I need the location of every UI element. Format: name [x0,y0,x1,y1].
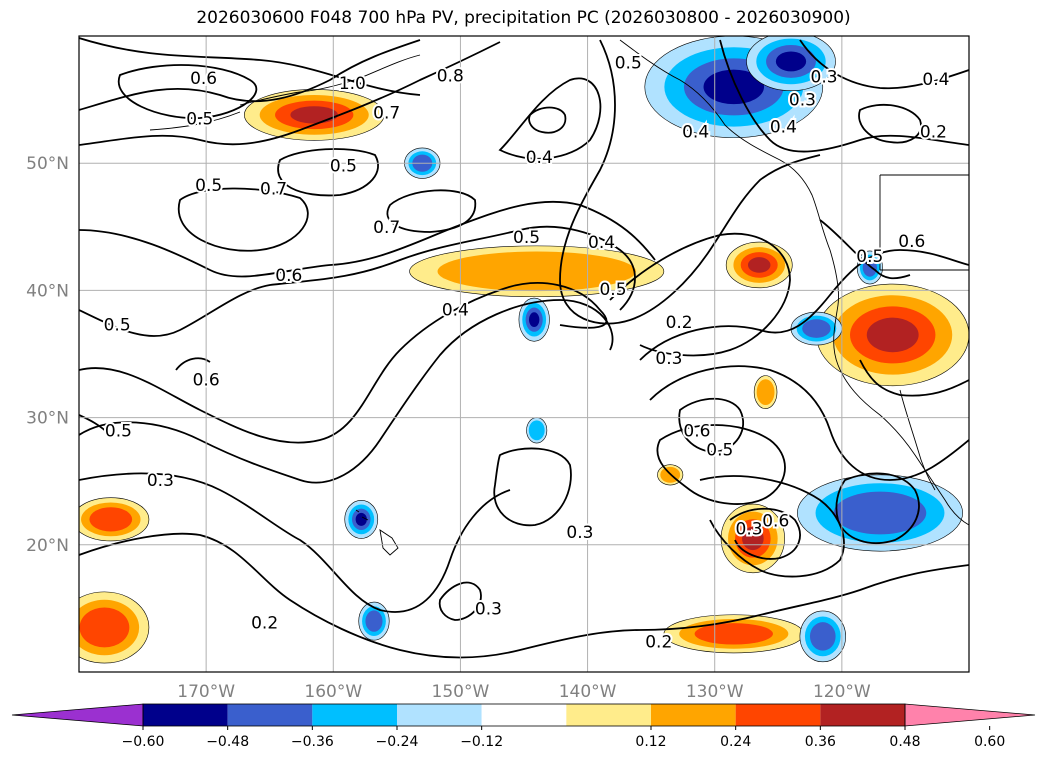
colorbar-segment [651,704,736,726]
contour-label: 0.6 [275,266,302,286]
colorbar-segment [820,704,905,726]
colorbar-extend-low [11,703,144,727]
colorbar-tick-label: 0.48 [889,734,920,750]
precip-negative-blob [802,319,831,338]
contour-label: 0.5 [599,280,626,300]
colorbar-tick-label: 0.36 [805,734,836,750]
colorbar-tick-label: −0.60 [122,734,165,750]
pv-contours [79,37,969,659]
longitude-tick-label: 120°W [813,682,871,702]
precip-negative-blob [528,420,545,441]
precipitation-shading [79,36,969,664]
contour-label: 0.5 [706,440,733,460]
contour-label: 0.5 [615,54,642,74]
colorbar-extend-high [904,703,1036,727]
contour-label: 0.5 [105,421,132,441]
latitude-tick-label: 50°N [26,154,69,174]
contour-label: 0.3 [655,349,682,369]
colorbar-tick-label: 0.12 [635,734,666,750]
latitude-tick-label: 40°N [26,281,69,301]
colorbar-segment [227,704,313,726]
colorbar: −0.60 −0.48 −0.36 −0.24 −0.12 0.12 0.24 0.36 0.4… [11,703,1036,750]
precip-positive-blob [437,251,636,292]
precip-positive-blob [747,257,771,273]
contour-label: 0.2 [666,313,693,333]
contour-label: 0.2 [920,122,947,142]
contour-label: 0.6 [190,69,217,89]
precip-negative-blob [809,622,836,651]
contour-label: 0.2 [251,613,278,633]
longitude-tick-label: 140°W [559,682,617,702]
contour-label: 0.5 [195,176,222,196]
precip-positive-blob [79,607,130,648]
colorbar-tick-label: 0.24 [720,734,751,750]
colorbar-segment [397,704,482,726]
contour-label: 0.6 [683,421,710,441]
contour-label: 0.4 [442,300,469,320]
gridlines [79,36,969,672]
colorbar-tick-label: 0.60 [974,734,1005,750]
contour-label: 0.4 [682,122,709,142]
precip-positive-blob [756,379,775,406]
contour-label: 0.2 [645,632,672,652]
contour-label: 0.4 [526,148,553,168]
contour-label: 0.5 [186,110,213,130]
precip-positive-blob [694,623,773,645]
contour-label: 0.3 [475,599,502,619]
contour-label: 0.4 [588,233,615,253]
longitude-tick-label: 150°W [432,682,490,702]
latitude-tick-label: 30°N [26,409,69,429]
precip-negative-blob [365,610,383,632]
page-title: 2026030600 F048 700 hPa PV, precipitatio… [196,8,851,28]
longitude-tick-label: 130°W [686,682,744,702]
colorbar-segment [312,704,397,726]
contour-label: 0.3 [736,519,763,539]
colorbar-tick-label: −0.36 [291,734,334,750]
plot-frame [78,35,970,673]
contour-label: 0.7 [373,103,400,123]
contour-label: 0.5 [856,247,883,267]
precip-positive-blob [742,526,764,551]
contour-label: 0.3 [789,91,816,111]
colorbar-segment [143,704,228,726]
contour-label: 0.4 [922,70,949,90]
contour-label: 0.3 [147,471,174,491]
colorbar-tick-label: −0.24 [376,734,419,750]
colorbar-tick-label: −0.48 [206,734,249,750]
contour-label: 0.6 [762,512,789,532]
precip-negative-blob [528,312,540,328]
contour-label: 0.5 [330,157,357,177]
contour-label: 0.4 [770,117,797,137]
contour-label: 0.5 [104,316,131,336]
precip-positive-blob [866,317,919,353]
contour-label: 1.0 [339,74,366,94]
contour-label: 0.5 [513,228,540,248]
precip-negative-blob [833,491,927,535]
colorbar-tick-label: −0.12 [460,734,503,750]
precip-negative-blob [775,51,807,72]
contour-label: 0.3 [811,68,838,88]
contour-label: 0.6 [898,232,925,252]
contour-label: 0.6 [193,370,220,390]
colorbar-segment [481,704,567,726]
longitude-tick-label: 170°W [177,682,235,702]
precip-positive-blob [290,106,338,124]
colorbar-segment [735,704,821,726]
precip-positive-blob [89,507,133,532]
contour-labels: 0.60.5 0.70.50.50.70.70.60.50.60.50.30.20… [102,52,952,655]
contour-label: 0.7 [373,218,400,238]
axis-ticks: 20°N 30°N 40°N 50°N 170°W 160°W 150°W 140°W 130°… [26,154,871,702]
colorbar-segment [566,704,651,726]
contour-label: 0.8 [437,66,464,86]
contour-label: 0.7 [260,180,287,200]
latitude-tick-label: 20°N [26,536,69,556]
contour-label: 0.3 [566,523,593,543]
precip-negative-blob [703,69,765,105]
precip-negative-blob [355,512,367,526]
longitude-tick-label: 160°W [304,682,362,702]
